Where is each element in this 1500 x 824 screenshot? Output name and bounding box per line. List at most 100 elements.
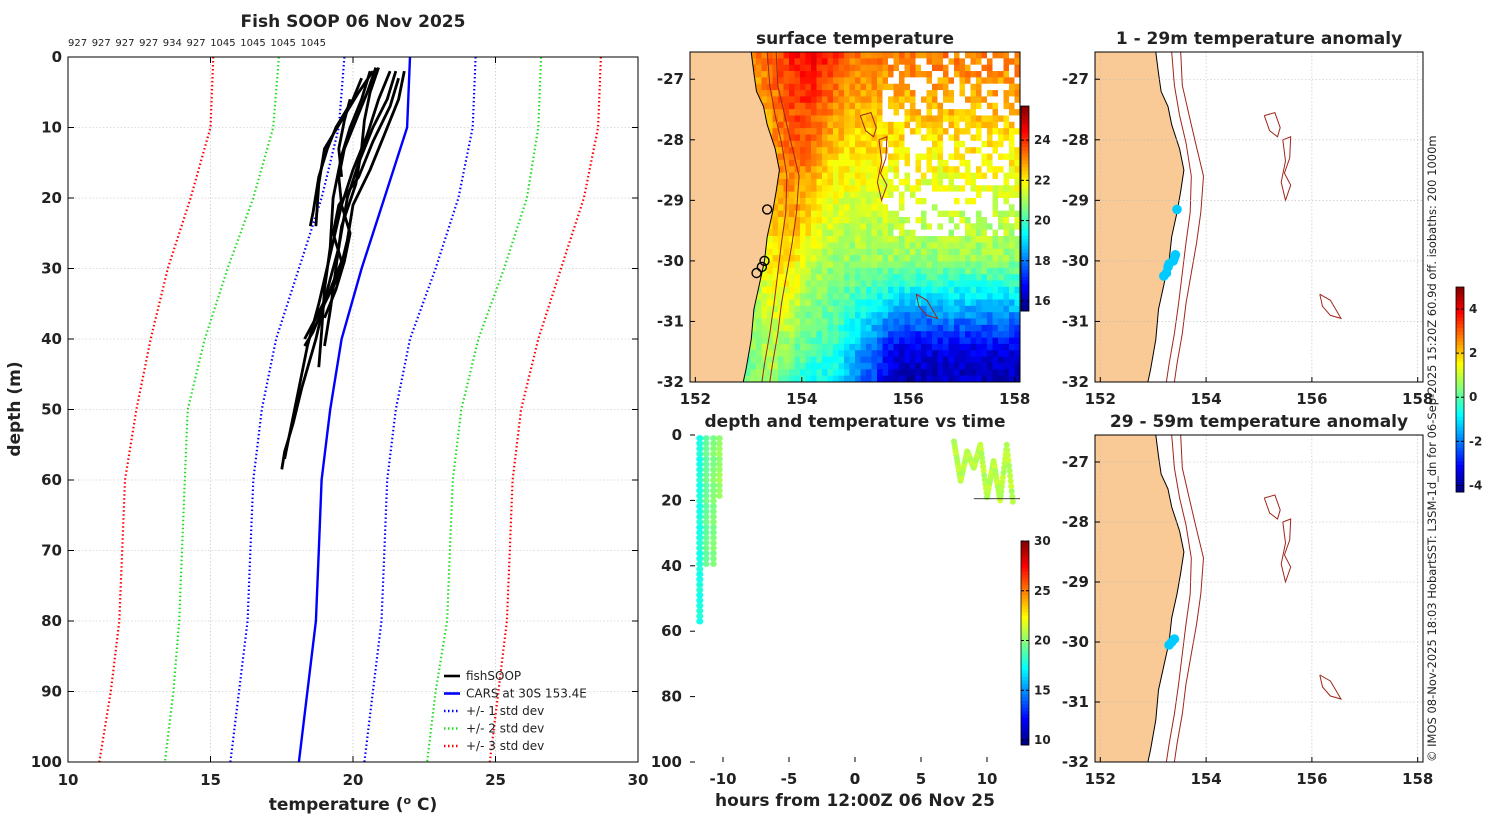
sst-cell (750, 58, 757, 66)
sst-cell (910, 236, 916, 243)
sst-cell (833, 191, 839, 199)
sst-cell (805, 356, 812, 364)
sst-cell (899, 96, 905, 104)
sst-cell (800, 140, 806, 148)
sst-cell (899, 77, 905, 85)
sst-cell (1014, 191, 1020, 199)
sst-cell (800, 191, 806, 199)
sst-cell (899, 369, 905, 377)
sst-cell (767, 223, 773, 231)
sst-cell (992, 96, 999, 104)
sst-cell (959, 172, 966, 180)
colorbar-step (1456, 403, 1464, 408)
sst-cell (827, 312, 834, 319)
sst-cell (1009, 52, 1015, 59)
sst-cell (915, 58, 922, 66)
sst-cell (778, 362, 784, 370)
seamount-isobath-2 (1319, 674, 1343, 700)
sst-cell (794, 350, 801, 358)
sst-cell (761, 324, 768, 332)
sst-cell (904, 96, 911, 104)
colorbar-step (1021, 123, 1029, 127)
sst-cell (921, 153, 927, 161)
sst-cell (1003, 172, 1010, 180)
sst-cell (860, 217, 867, 224)
sst-cell (827, 337, 834, 345)
anom_lower-clip-group (1095, 435, 1423, 762)
colorbar-step (1456, 471, 1464, 476)
sst-cell (866, 343, 872, 351)
sst-cell (844, 204, 850, 212)
sst-cell (866, 90, 872, 97)
sst-cell (860, 255, 867, 262)
sst-cell (954, 121, 960, 129)
sst-cell (981, 255, 988, 262)
sst-cell (838, 102, 845, 110)
sst-cell (888, 172, 894, 180)
sst-cell (987, 362, 993, 370)
sst-cell (888, 134, 894, 142)
sst-cell (811, 369, 817, 377)
sst-cell (959, 223, 966, 231)
sst-cell (954, 96, 960, 104)
sst-cell (767, 324, 773, 332)
sst-cell (838, 83, 845, 91)
colorbar-step (1456, 413, 1464, 418)
sst-cell (948, 147, 955, 154)
sst-cell (816, 147, 823, 154)
sst-cell (987, 140, 993, 148)
sst-cell (767, 242, 773, 250)
sst-cell (937, 305, 944, 313)
sst-cell (954, 236, 960, 243)
y-tick-label-20: 20 (41, 189, 62, 207)
sst-cell (844, 299, 850, 307)
sst-cell (871, 197, 878, 205)
sst-cell (893, 217, 900, 224)
sst-cell (783, 229, 790, 237)
sst-cell (860, 242, 867, 250)
sst-cell (959, 134, 966, 142)
sst-cell (838, 204, 845, 212)
colorbar-step (1021, 181, 1029, 186)
sst-cell (904, 128, 911, 135)
sst-cell (921, 64, 927, 72)
sst-cell (789, 337, 795, 345)
colorbar-step (1456, 369, 1464, 373)
sst-cell (800, 375, 806, 382)
sst-cell (811, 261, 817, 269)
sst-cell (866, 299, 872, 307)
sst-cell (915, 115, 922, 123)
sst-cell (827, 147, 834, 154)
sst-cell (789, 77, 795, 85)
sst-cell (932, 153, 938, 161)
sst-cell (981, 229, 988, 237)
sst-cell (904, 109, 911, 116)
sst-cell (844, 71, 850, 78)
sst-cell (811, 166, 817, 173)
sst-cell (904, 102, 911, 110)
sst-cell (910, 185, 916, 193)
colorbar-step (1021, 690, 1029, 695)
sst-cell (805, 102, 812, 110)
sst-cell (965, 197, 971, 205)
map-y-tick-label--30: -30 (657, 252, 684, 270)
colorbar-step (1021, 150, 1029, 155)
sst-cell (937, 58, 944, 66)
map-x-tick-label-156: 156 (893, 390, 924, 408)
seamount-isobath-0 (1263, 111, 1281, 138)
cast-1-point (703, 513, 710, 520)
sst-cell (772, 229, 779, 237)
sst-cell (965, 77, 971, 85)
colorbar-step (1456, 451, 1464, 455)
sst-cell (783, 236, 790, 243)
sst-cell (987, 121, 993, 129)
sst-cell (783, 312, 790, 319)
sst-cell (893, 58, 900, 66)
sst-cell (932, 210, 938, 218)
sst-cell (849, 299, 856, 307)
colorbar-step (1456, 362, 1464, 367)
sst-cell (789, 229, 795, 237)
sst-cell (866, 280, 872, 288)
sst-cell (789, 121, 795, 129)
colorbar-step (1021, 656, 1029, 661)
